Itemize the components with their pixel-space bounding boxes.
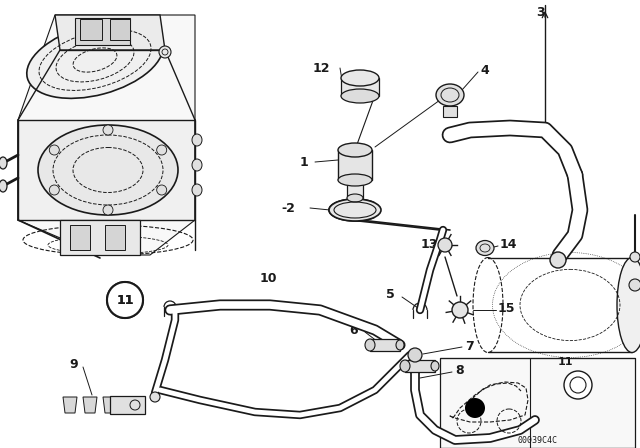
Polygon shape (75, 18, 130, 45)
Polygon shape (405, 360, 435, 372)
Text: 10: 10 (259, 271, 276, 284)
Polygon shape (110, 396, 145, 414)
Text: 6: 6 (349, 323, 358, 336)
Circle shape (157, 185, 166, 195)
Circle shape (150, 392, 160, 402)
Text: 11: 11 (116, 293, 134, 306)
Circle shape (629, 279, 640, 291)
Text: 12: 12 (312, 61, 330, 74)
Ellipse shape (341, 70, 379, 86)
Polygon shape (347, 180, 363, 198)
Text: 7: 7 (465, 340, 474, 353)
Ellipse shape (329, 199, 381, 221)
Polygon shape (440, 358, 635, 448)
Text: 4: 4 (480, 64, 489, 77)
Ellipse shape (476, 241, 494, 255)
Circle shape (107, 282, 143, 318)
Ellipse shape (0, 180, 7, 192)
Ellipse shape (192, 184, 202, 196)
Text: 15: 15 (498, 302, 515, 314)
Polygon shape (341, 78, 379, 96)
Circle shape (452, 302, 468, 318)
Polygon shape (123, 397, 137, 413)
Circle shape (408, 348, 422, 362)
Circle shape (630, 252, 640, 262)
Text: 8: 8 (455, 363, 463, 376)
Ellipse shape (0, 157, 7, 169)
Circle shape (550, 252, 566, 268)
Ellipse shape (338, 174, 372, 186)
Ellipse shape (347, 194, 363, 202)
Ellipse shape (365, 339, 375, 351)
Text: 5: 5 (387, 289, 395, 302)
Ellipse shape (192, 159, 202, 171)
Circle shape (103, 205, 113, 215)
Text: 13: 13 (420, 238, 438, 251)
Text: 11: 11 (116, 293, 134, 306)
Ellipse shape (159, 46, 171, 58)
Polygon shape (370, 339, 400, 351)
Ellipse shape (431, 361, 439, 371)
Polygon shape (338, 150, 372, 180)
Polygon shape (443, 106, 457, 117)
Polygon shape (80, 19, 102, 40)
Polygon shape (83, 397, 97, 413)
Text: 11: 11 (557, 357, 573, 367)
Ellipse shape (617, 258, 640, 353)
Circle shape (438, 238, 452, 252)
Polygon shape (55, 15, 165, 50)
Ellipse shape (341, 89, 379, 103)
Circle shape (103, 125, 113, 135)
Text: 3: 3 (536, 5, 545, 18)
Polygon shape (103, 397, 117, 413)
Ellipse shape (27, 22, 163, 99)
Polygon shape (105, 225, 125, 250)
Circle shape (157, 145, 166, 155)
Text: -2: -2 (281, 202, 295, 215)
Circle shape (564, 371, 592, 399)
Text: 14: 14 (500, 238, 518, 251)
Polygon shape (63, 397, 77, 413)
Polygon shape (60, 220, 140, 255)
Text: 1: 1 (300, 155, 308, 168)
Ellipse shape (400, 360, 410, 372)
Text: 9: 9 (69, 358, 78, 371)
Polygon shape (18, 120, 195, 220)
Ellipse shape (38, 125, 178, 215)
Polygon shape (110, 19, 130, 40)
Ellipse shape (436, 84, 464, 106)
Ellipse shape (396, 340, 404, 350)
Ellipse shape (338, 143, 372, 157)
Circle shape (107, 282, 143, 318)
Circle shape (49, 145, 60, 155)
Circle shape (49, 185, 60, 195)
Polygon shape (18, 15, 195, 255)
Polygon shape (70, 225, 90, 250)
Ellipse shape (192, 134, 202, 146)
Circle shape (465, 398, 485, 418)
Text: 00039C4C: 00039C4C (517, 436, 557, 445)
